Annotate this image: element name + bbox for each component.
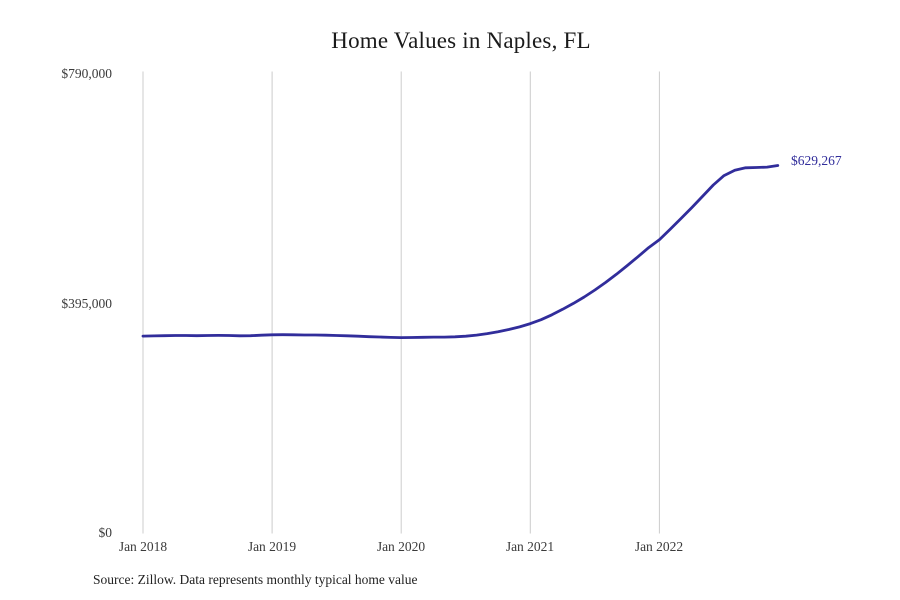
x-axis-tick-label: Jan 2021 [505, 539, 555, 554]
home-value-line [141, 164, 780, 339]
x-axis-tick-label: Jan 2019 [247, 539, 297, 554]
chart-title: Home Values in Naples, FL [331, 28, 591, 53]
last-value-label: $629,267 [791, 153, 842, 168]
x-axis-tick-label: Jan 2020 [376, 539, 426, 554]
x-axis-tick-label: Jan 2018 [118, 539, 168, 554]
source-note: Source: Zillow. Data represents monthly … [93, 572, 418, 587]
x-axis-tick-label: Jan 2022 [634, 539, 684, 554]
y-axis-tick-label: $395,000 [61, 296, 112, 311]
y-axis-tick-label: $790,000 [61, 66, 112, 81]
vertical-gridlines [142, 71, 660, 534]
y-axis-tick-label: $0 [98, 525, 113, 540]
